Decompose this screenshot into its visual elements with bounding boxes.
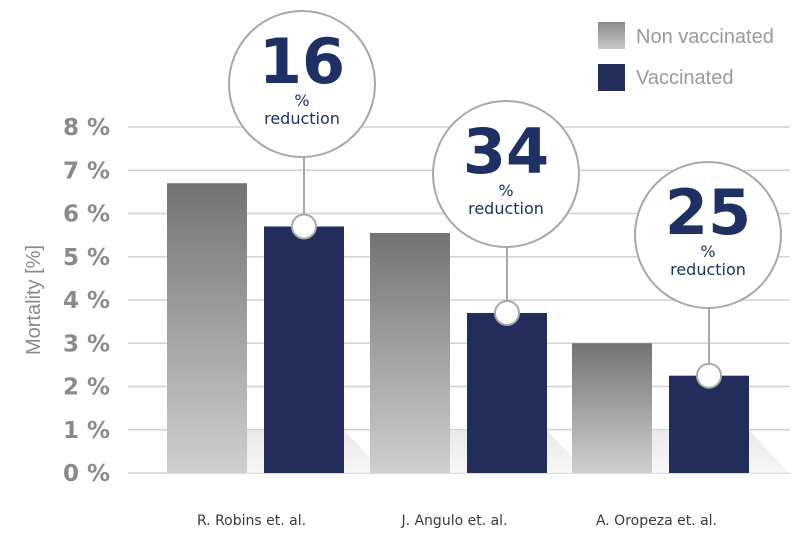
y-tick-label-2: 2 % <box>63 375 110 401</box>
callout-text-0: reduction <box>264 109 340 128</box>
bar-vaccinated-2 <box>669 375 749 473</box>
category-label-0: R. Robins et. al. <box>197 513 306 529</box>
y-tick-label-6: 6 % <box>63 202 110 228</box>
callout-text-1: reduction <box>468 199 544 218</box>
callout-unit-2: % <box>700 242 715 261</box>
bar-non-vaccinated-1 <box>370 232 450 473</box>
y-tick-label-7: 7 % <box>63 158 110 184</box>
callout-dot-2 <box>696 362 722 389</box>
callout-dot-0 <box>291 213 317 240</box>
callout-circle-1 <box>432 100 580 248</box>
bar-vaccinated-1 <box>467 312 547 473</box>
callouts: 16%reduction 34%reduction 25%reduction <box>228 10 782 389</box>
callout-unit-0: % <box>294 91 309 110</box>
y-tick-label-0: 0 % <box>63 461 110 487</box>
y-tick-label-3: 3 % <box>63 331 110 357</box>
y-axis-label: Mortality [%] <box>23 245 45 355</box>
callout-circle-2 <box>634 161 782 309</box>
x-axis-categories: R. Robins et. al. J. Angulo et. al. A. Oro… <box>197 513 717 529</box>
callout-value-0: 16 <box>259 25 345 98</box>
callout-circle-0 <box>228 10 376 158</box>
callout-value-2: 25 <box>665 176 751 249</box>
legend-label-vaccinated: Vaccinated <box>636 67 733 89</box>
legend-swatch-vaccinated <box>598 64 625 91</box>
y-tick-label-4: 4 % <box>63 288 110 314</box>
legend-swatch-non-vaccinated <box>598 22 625 49</box>
callout-dot-1 <box>494 299 520 326</box>
callout-value-1: 34 <box>463 115 549 188</box>
legend: Non vaccinated Vaccinated <box>598 22 774 91</box>
category-label-1: J. Angulo et. al. <box>400 513 507 529</box>
y-tick-label-1: 1 % <box>63 418 110 444</box>
category-label-2: A. Oropeza et. al. <box>596 513 717 529</box>
bar-non-vaccinated-2 <box>572 343 652 473</box>
y-tick-label-5: 5 % <box>63 245 110 271</box>
legend-label-non-vaccinated: Non vaccinated <box>636 26 774 48</box>
bar-non-vaccinated-0 <box>167 183 247 473</box>
y-tick-label-8: 8 % <box>63 115 110 141</box>
callout-unit-1: % <box>498 181 513 200</box>
bars <box>167 183 789 473</box>
y-axis-ticks: 0 % 1 % 2 % 3 % 4 % 5 % 6 % 7 % 8 % <box>63 115 110 487</box>
bar-vaccinated-0 <box>264 226 344 473</box>
callout-text-2: reduction <box>670 260 746 279</box>
